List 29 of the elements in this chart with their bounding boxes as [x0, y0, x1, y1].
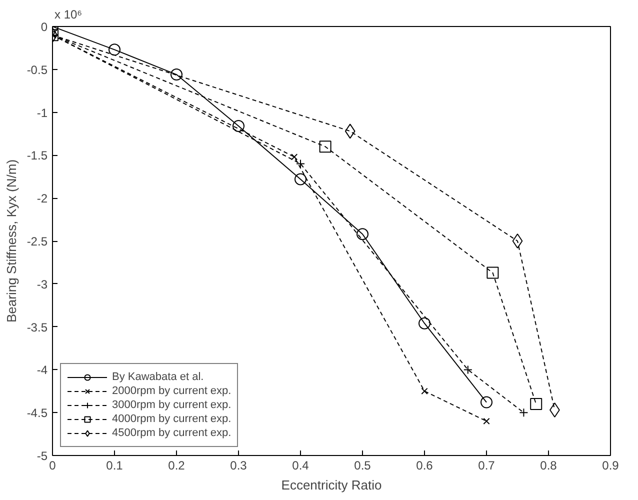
- x-tick-label: 0.6: [416, 458, 434, 472]
- y-tick-label: -4: [36, 363, 48, 378]
- legend-label: 4500rpm by current exp.: [112, 426, 232, 440]
- y-tick-label: -1.5: [26, 148, 48, 163]
- y-tick-label: 0: [40, 20, 48, 34]
- x-tick-label: 0.2: [168, 458, 186, 472]
- y-tick-label: -5: [36, 449, 48, 463]
- text: x 10⁶: [54, 8, 82, 22]
- x-tick-label: 0.1: [106, 458, 124, 472]
- y-tick-label: -2: [36, 192, 48, 206]
- y-axis-title: Bearing Stiffness, Kyx (N/m): [4, 159, 19, 323]
- x-tick-label: 0.7: [478, 458, 496, 472]
- x-axis-title: Eccentricity Ratio: [281, 478, 382, 492]
- x-tick-label: 0.3: [230, 458, 248, 472]
- y-tick-label: -0.5: [26, 62, 48, 77]
- x-tick-label: 0.8: [540, 458, 558, 472]
- x-tick-label: 0.5: [354, 458, 372, 472]
- legend-label: 2000rpm by current exp.: [112, 384, 232, 398]
- x-tick-label: 0.9: [602, 458, 620, 472]
- legend-label: By Kawabata et al.: [112, 370, 204, 384]
- y-tick-label: -1: [36, 106, 48, 120]
- x-tick-label: 0: [49, 458, 56, 472]
- y-tick-label: -2.5: [26, 234, 48, 248]
- x-tick-label: 0.4: [292, 458, 310, 472]
- legend-label: 4000rpm by current exp.: [112, 412, 232, 426]
- legend-label: 3000rpm by current exp.: [112, 398, 232, 412]
- y-tick-label: -3: [36, 277, 48, 292]
- y-tick-label: -3.5: [26, 320, 48, 334]
- y-tick-label: -4.5: [26, 406, 48, 420]
